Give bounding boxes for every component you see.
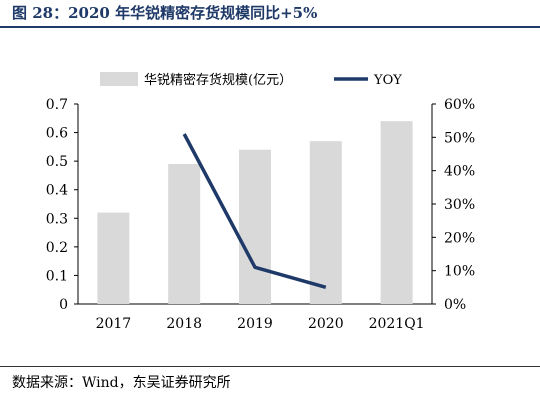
y-tick-label-right: 40%: [444, 164, 475, 180]
x-tick-label: 2020: [308, 316, 344, 332]
bar-2020: [309, 141, 342, 304]
y-tick-label-left: 0: [59, 297, 68, 313]
bar-2018: [168, 164, 201, 304]
y-tick-label-right: 50%: [444, 130, 475, 146]
y-tick-label-right: 30%: [444, 197, 475, 213]
bar-2019: [239, 149, 271, 304]
y-tick-label-left: 0.3: [46, 211, 68, 227]
y-tick-label-left: 0.2: [46, 240, 68, 256]
y-tick-label-left: 0.5: [46, 154, 68, 170]
y-tick-label-right: 20%: [444, 230, 475, 246]
combo-chart: 0 0.1 0.2 0.3 0.4 0.5 0.6 0.7 0% 10% 20% 30% 40% 50% 6…: [46, 72, 475, 332]
legend-label-inventory: 华锐精密存货规模(亿元）: [144, 72, 292, 88]
bar-2017: [97, 212, 130, 304]
y-tick-label-right: 60%: [444, 97, 475, 113]
y-tick-label-left: 0.1: [46, 268, 68, 284]
y-tick-label-right: 10%: [444, 264, 475, 280]
y-tick-label-left: 0.4: [46, 183, 68, 199]
y-tick-label-left: 0.6: [46, 126, 68, 142]
source-note: 数据来源：Wind，东吴证券研究所: [12, 375, 231, 391]
yoy-line: [182, 133, 327, 290]
legend-swatch-inventory: [100, 72, 138, 86]
x-tick-label: 2018: [166, 316, 202, 332]
chart-container: 0 0.1 0.2 0.3 0.4 0.5 0.6 0.7 0% 10% 20% 30% 40% 50% 6…: [0, 28, 540, 358]
y-tick-label-right: 0%: [444, 297, 466, 313]
footer-divider: [0, 366, 540, 367]
title-bar: 图 28：2020 年华锐精密存货规模同比+5%: [0, 0, 540, 28]
y-tick-label-left: 0.7: [46, 97, 68, 113]
x-tick-label: 2017: [96, 316, 132, 332]
x-tick-label: 2019: [237, 316, 273, 332]
bar-2021Q1: [380, 121, 413, 305]
page-title: 图 28：2020 年华锐精密存货规模同比+5%: [12, 4, 318, 22]
legend-label-yoy: YOY: [373, 73, 402, 88]
x-tick-label: 2021Q1: [369, 316, 425, 332]
